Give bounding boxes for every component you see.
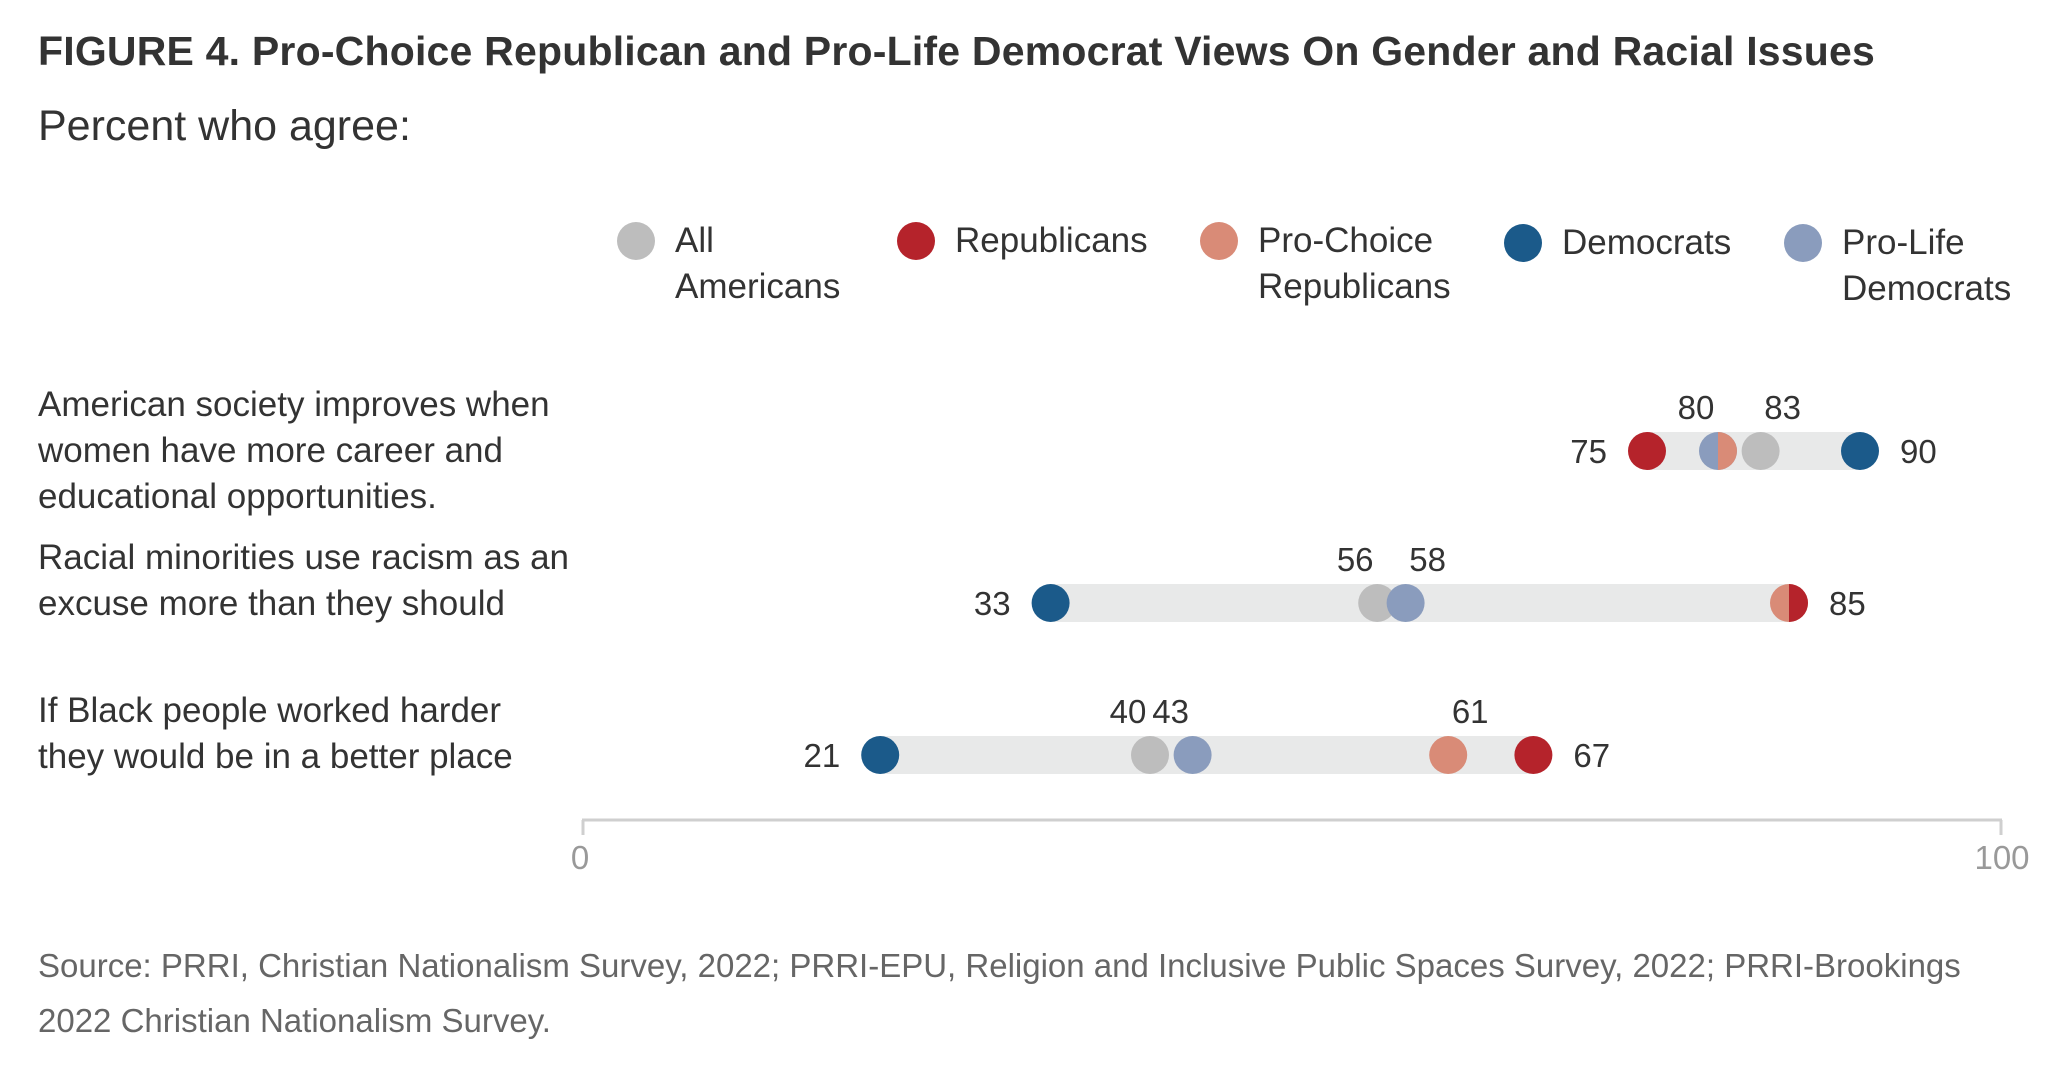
legend-swatch-pro-life-democrats	[1784, 224, 1822, 262]
legend-item-democrats: Democrats	[1504, 220, 1731, 266]
legend-swatch-pro-choice-republicans	[1200, 222, 1238, 260]
data-label-left: 21	[803, 737, 840, 774]
data-point-all-americans	[1358, 584, 1397, 622]
row-label-racism-excuse: Racial minorities use racism as an excus…	[38, 538, 570, 623]
data-label-left: 33	[974, 585, 1011, 622]
legend-label-republicans: Republicans	[955, 221, 1148, 260]
data-label-right: 67	[1573, 737, 1610, 774]
x-tick-label-min: 0	[571, 839, 589, 876]
data-point-all-americans	[1741, 432, 1780, 470]
x-tick-label-max: 100	[1974, 839, 2029, 876]
data-label-inner: 56	[1337, 541, 1374, 578]
source-note: Source: PRRI, Christian Nationalism Surv…	[38, 947, 1961, 1039]
data-point-democrats	[861, 736, 900, 774]
legend-swatch-democrats	[1504, 224, 1542, 262]
data-point-republicans	[1789, 584, 1808, 622]
legend-label-pro-life-democrats: Pro-Life Democrats	[1842, 223, 2012, 308]
legend-swatch-all-americans	[617, 222, 655, 260]
data-point-all-americans	[1131, 736, 1169, 774]
legend-item-all-americans: All Americans	[617, 218, 840, 310]
data-point-democrats	[1841, 432, 1879, 470]
data-point-democrats	[1031, 584, 1070, 622]
data-label-inner: 58	[1409, 541, 1446, 578]
legend-item-republicans: Republicans	[897, 218, 1148, 264]
legend-label-all-americans: All Americans	[675, 221, 841, 306]
data-point-pro-choice-republicans	[1718, 432, 1737, 470]
legend-item-pro-choice-republicans: Pro-Choice Republicans	[1200, 218, 1451, 310]
legend-item-pro-life-democrats: Pro-Life Democrats	[1784, 220, 2011, 312]
data-label-right: 85	[1829, 585, 1866, 622]
data-label-left: 75	[1570, 433, 1607, 470]
row-label-women-opportunities: American society improves when women hav…	[38, 385, 550, 516]
data-point-pro-choice-republicans	[1429, 736, 1468, 774]
data-point-pro-life-democrats	[1173, 736, 1212, 774]
data-label-right: 90	[1900, 433, 1937, 470]
data-label-inner: 80	[1678, 389, 1715, 426]
row-label-black-people-work-harder: If Black people worked harder they would…	[38, 691, 513, 776]
legend-label-pro-choice-republicans: Pro-Choice Republicans	[1258, 221, 1451, 306]
data-label-inner: 61	[1452, 693, 1489, 730]
data-label-inner: 43	[1152, 693, 1189, 730]
data-point-republicans	[1628, 432, 1666, 470]
data-label-inner: 83	[1764, 389, 1801, 426]
data-point-republicans	[1514, 736, 1553, 774]
chart-subtitle: Percent who agree:	[38, 102, 411, 150]
legend-swatch-republicans	[897, 222, 935, 260]
data-label-inner: 40	[1110, 693, 1147, 730]
data-point-pro-life-democrats	[1386, 584, 1425, 622]
chart-title: FIGURE 4. Pro-Choice Republican and Pro-…	[38, 28, 1876, 74]
legend-label-democrats: Democrats	[1562, 223, 1732, 262]
